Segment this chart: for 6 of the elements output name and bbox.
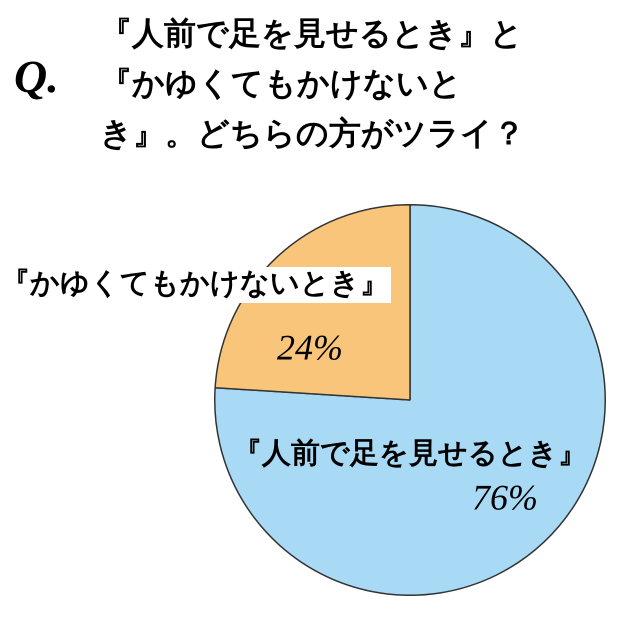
text: Q. (14, 50, 59, 103)
data-label: 76% (472, 477, 538, 518)
chart-title: 『人前で足を見せるとき』と『かゆくてもかけないとき』。どちらの方がツライ？ (100, 13, 526, 154)
slice-label: 『かゆくてもかけないとき』 (1, 266, 389, 300)
data-label: 24% (277, 327, 343, 368)
slice-label: 『人前で足を見せるとき』 (233, 436, 587, 470)
